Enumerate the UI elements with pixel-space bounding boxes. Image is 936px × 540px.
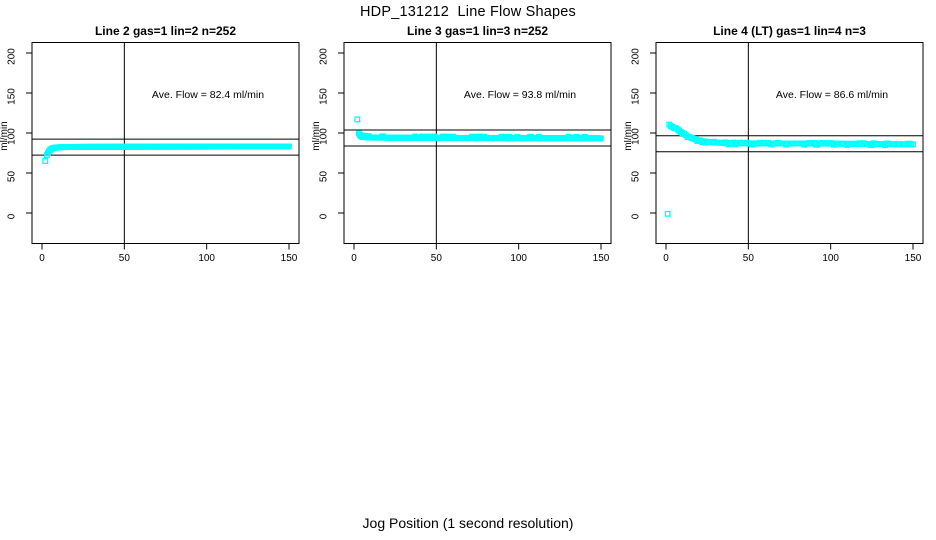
y-tick-label: 50 xyxy=(7,171,18,183)
x-tick-label: 150 xyxy=(905,253,922,264)
x-tick-label: 100 xyxy=(822,253,839,264)
y-tick-label: 50 xyxy=(631,171,642,183)
data-point xyxy=(910,141,916,148)
y-tick-label: 200 xyxy=(7,48,18,65)
y-tick-label: 0 xyxy=(631,213,642,219)
panel-line-3: 0 50 100 150 200 0 50 100 150 Line 3 gas=1 lin=3 … xyxy=(312,24,612,264)
plot-frame xyxy=(31,42,300,244)
data-point-outlier xyxy=(354,116,361,123)
data-point-outlier xyxy=(42,158,49,164)
y-tick-label: 150 xyxy=(7,88,18,105)
data-point-outlier xyxy=(664,210,671,217)
panel-title: Line 3 gas=1 lin=3 n=252 xyxy=(407,24,548,38)
y-tick-label: 100 xyxy=(319,128,330,145)
data-point xyxy=(906,140,913,147)
data-point xyxy=(597,135,604,142)
panels: 0 50 100 150 200 0 50 100 150 Line 2 gas=1 lin=2 … xyxy=(0,24,924,264)
y-tick-label: 50 xyxy=(319,171,330,183)
x-tick-label: 0 xyxy=(663,253,669,264)
y-tick-label: 200 xyxy=(319,48,330,65)
x-axis-label: Jog Position (1 second resolution) xyxy=(362,515,574,531)
x-tick-label: 50 xyxy=(119,253,131,264)
ave-flow-annotation: Ave. Flow = 82.4 ml/min xyxy=(152,89,264,101)
x-tick-label: 150 xyxy=(593,253,610,264)
data-point xyxy=(285,143,292,150)
y-axis-title: ml/min xyxy=(624,121,634,150)
x-tick-label: 0 xyxy=(39,253,45,264)
x-tick-label: 100 xyxy=(510,253,527,264)
x-tick-label: 100 xyxy=(198,253,215,264)
panel-line-2: 0 50 100 150 200 0 50 100 150 Line 2 gas=1 lin=2 … xyxy=(0,24,300,264)
y-axis-title: ml/min xyxy=(0,121,10,150)
plot-frame xyxy=(655,42,924,244)
x-tick-label: 50 xyxy=(743,253,755,264)
x-tick-label: 0 xyxy=(351,253,357,264)
panel-title: Line 4 (LT) gas=1 lin=4 n=3 xyxy=(713,24,866,38)
panel-title: Line 2 gas=1 lin=2 n=252 xyxy=(95,24,236,38)
ave-flow-annotation: Ave. Flow = 93.8 ml/min xyxy=(464,89,576,101)
y-tick-label: 0 xyxy=(7,213,18,219)
figure-title: HDP_131212 Line Flow Shapes xyxy=(360,4,576,20)
ave-flow-annotation: Ave. Flow = 86.6 ml/min xyxy=(776,89,888,101)
y-tick-label: 100 xyxy=(631,128,642,145)
y-tick-label: 150 xyxy=(631,88,642,105)
x-tick-label: 50 xyxy=(431,253,443,264)
y-axis-title: ml/min xyxy=(312,121,322,150)
y-tick-label: 0 xyxy=(319,213,330,219)
plot-frame xyxy=(343,42,612,244)
x-tick-label: 150 xyxy=(281,253,298,264)
y-tick-label: 100 xyxy=(7,128,18,145)
panel-line-4-lt: 0 50 100 150 200 0 50 100 150 Line 4 (LT) gas=1 l… xyxy=(624,24,924,264)
y-tick-label: 150 xyxy=(319,88,330,105)
y-tick-label: 200 xyxy=(631,48,642,65)
